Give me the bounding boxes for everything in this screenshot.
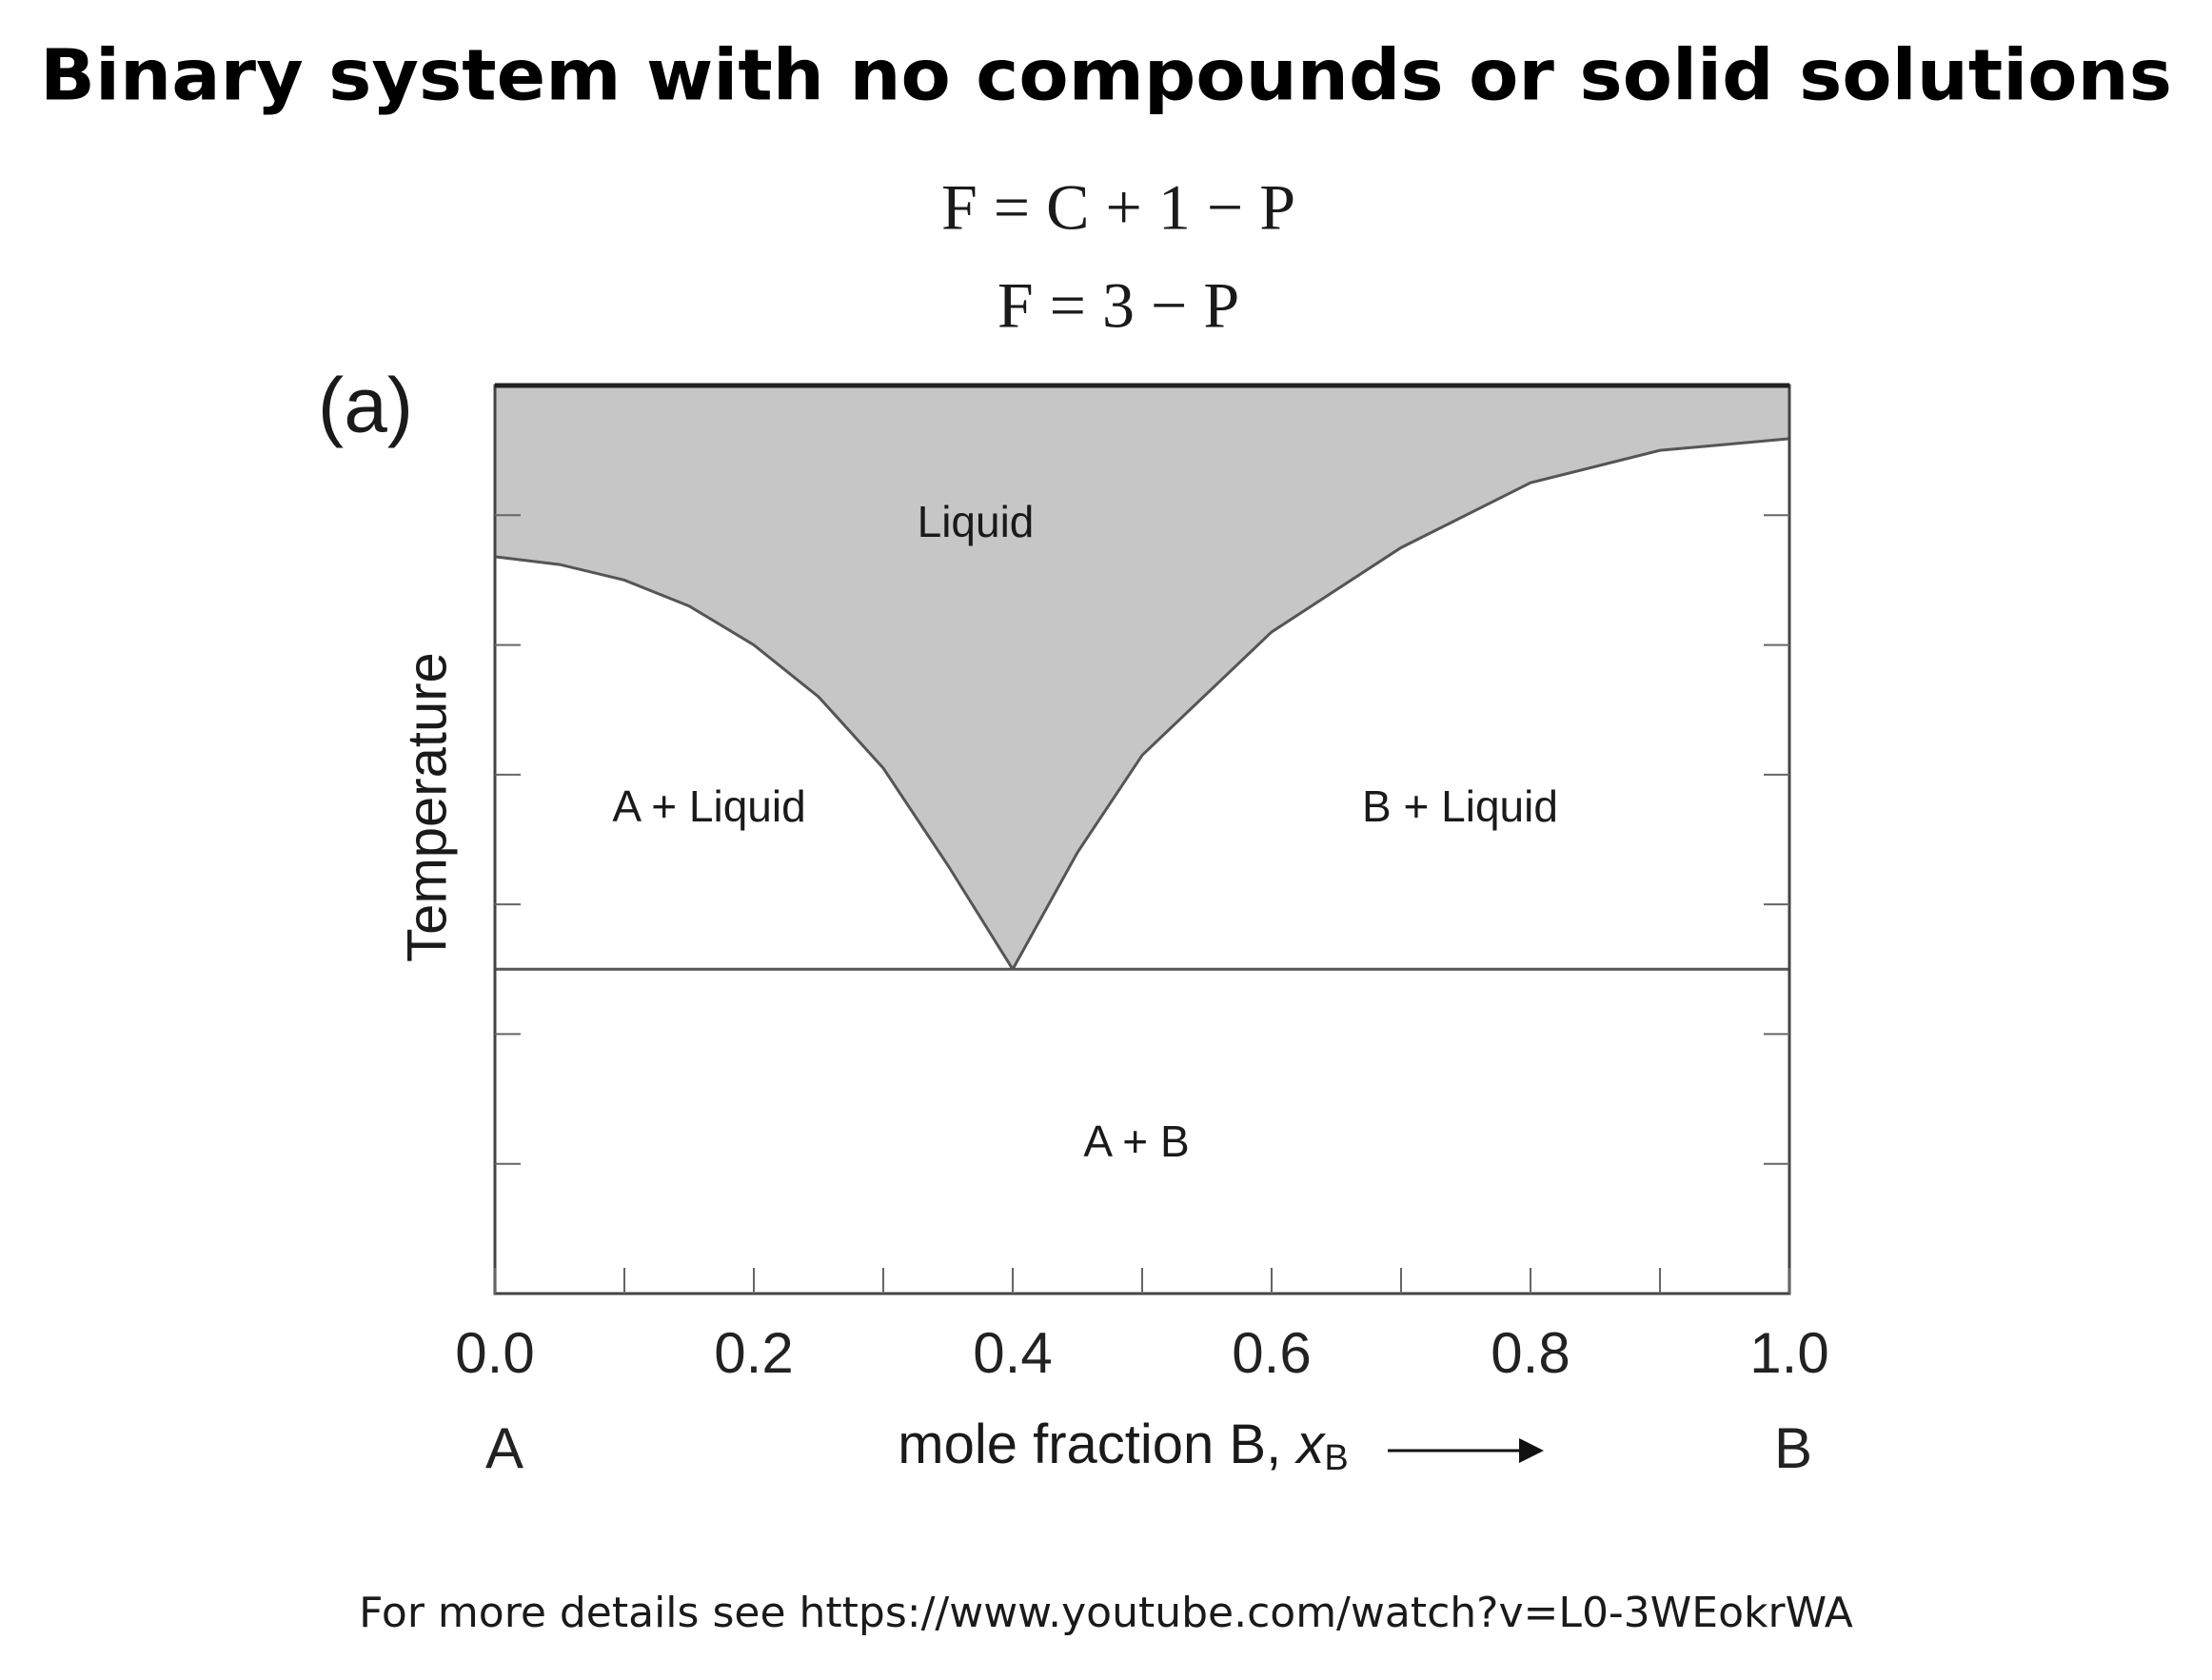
x-axis-label: mole fraction B, xB: [898, 1413, 1348, 1478]
y-axis-label: Temperature: [396, 652, 458, 962]
x-tick-label: 0.4: [973, 1321, 1052, 1385]
slide-title: Binary system with no compounds or solid…: [40, 35, 2172, 117]
arrow-head: [1519, 1438, 1544, 1463]
x-tick-label: 0.8: [1491, 1321, 1570, 1385]
x-end-label: A: [485, 1416, 523, 1480]
phase-boundary: [494, 555, 1015, 971]
x-tick-label: 0.0: [455, 1321, 534, 1385]
equation: F = C + 1 − P: [941, 171, 1295, 244]
x-axis-label-text: mole fraction B,: [898, 1413, 1296, 1475]
region-label: A + Liquid: [612, 781, 805, 831]
equation: F = 3 − P: [997, 269, 1239, 342]
region-label: Liquid: [918, 497, 1035, 546]
x-tick-label: 0.6: [1232, 1321, 1311, 1385]
x-tick-label: 1.0: [1749, 1321, 1828, 1385]
region-label: B + Liquid: [1362, 781, 1558, 831]
region-label: A + B: [1083, 1117, 1189, 1166]
x-end-label: B: [1774, 1416, 1812, 1480]
x-axis-label-sub: B: [1324, 1438, 1348, 1478]
phase-boundary: [1011, 437, 1790, 971]
liquid-region: [495, 385, 1789, 970]
x-tick-label: 0.2: [714, 1321, 793, 1385]
source-note: For more details see https://www.youtube…: [359, 1589, 1853, 1637]
panel-label: (a): [318, 363, 413, 449]
x-axis-label-var: x: [1294, 1413, 1326, 1475]
